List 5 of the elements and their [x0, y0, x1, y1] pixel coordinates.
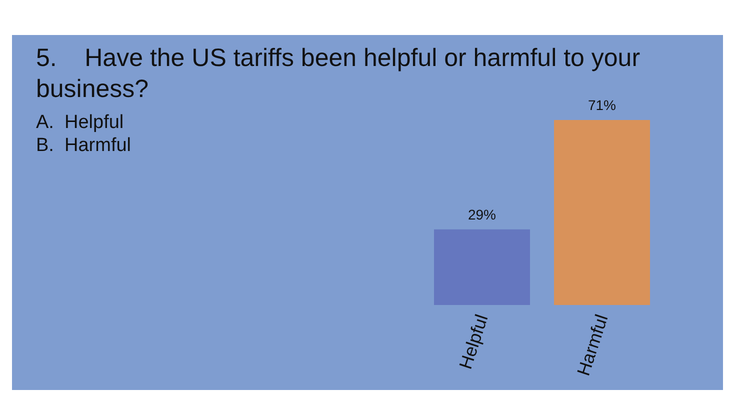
x-tick-label: Helpful — [455, 312, 492, 372]
text: B. Harmful — [36, 134, 132, 157]
data-label: 29% — [468, 206, 496, 222]
text: A. Helpful — [36, 111, 125, 134]
x-tick-label: Harmful — [573, 312, 612, 378]
